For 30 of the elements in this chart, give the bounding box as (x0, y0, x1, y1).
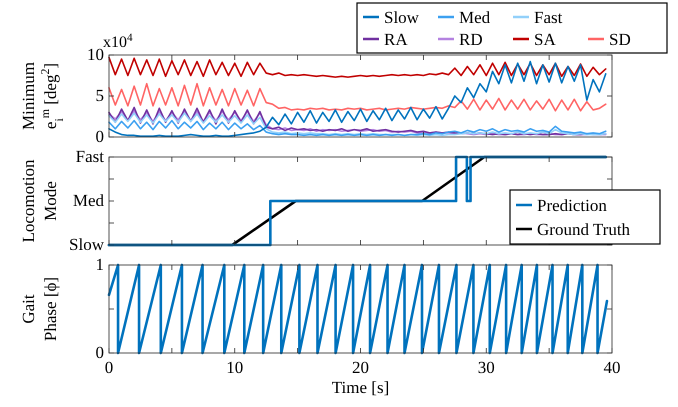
category-label: Med (72, 191, 104, 210)
category-label: Slow (69, 235, 104, 254)
x-tick-label: 40 (604, 358, 620, 377)
line-series (108, 56, 607, 78)
line-series (108, 60, 607, 137)
x-tick-label: 20 (352, 358, 369, 377)
legend-label: SA (534, 30, 556, 49)
y-tick-label: 10 (87, 45, 104, 64)
y-tick-label: 5 (96, 86, 104, 105)
line-series (108, 264, 608, 354)
legend-label: Ground Truth (537, 220, 631, 239)
text: x10$^{4}$ (103, 32, 133, 51)
legend-label: SD (609, 30, 631, 49)
legend-label: Slow (384, 8, 420, 27)
legend-label: Med (459, 8, 491, 27)
x-tick-label: 10 (226, 358, 244, 377)
x-tick-label: 30 (478, 358, 495, 377)
legend-label: RA (384, 30, 408, 49)
legend-label: RD (459, 30, 483, 49)
y-axis-title: Locomotion Mode (19, 158, 60, 243)
legend-label: Fast (534, 8, 563, 27)
line-series (108, 82, 607, 112)
x-axis-title: Time [s] (332, 378, 390, 397)
legend-label: Prediction (537, 196, 608, 215)
y-axis-title: Gait Phase [ϕ] (19, 276, 60, 342)
y-tick-label: 0 (96, 127, 104, 146)
line-series (108, 120, 607, 136)
y-tick-label: 0 (96, 343, 104, 362)
y-tick-label: 1 (96, 255, 104, 274)
category-label: Fast (76, 147, 104, 166)
